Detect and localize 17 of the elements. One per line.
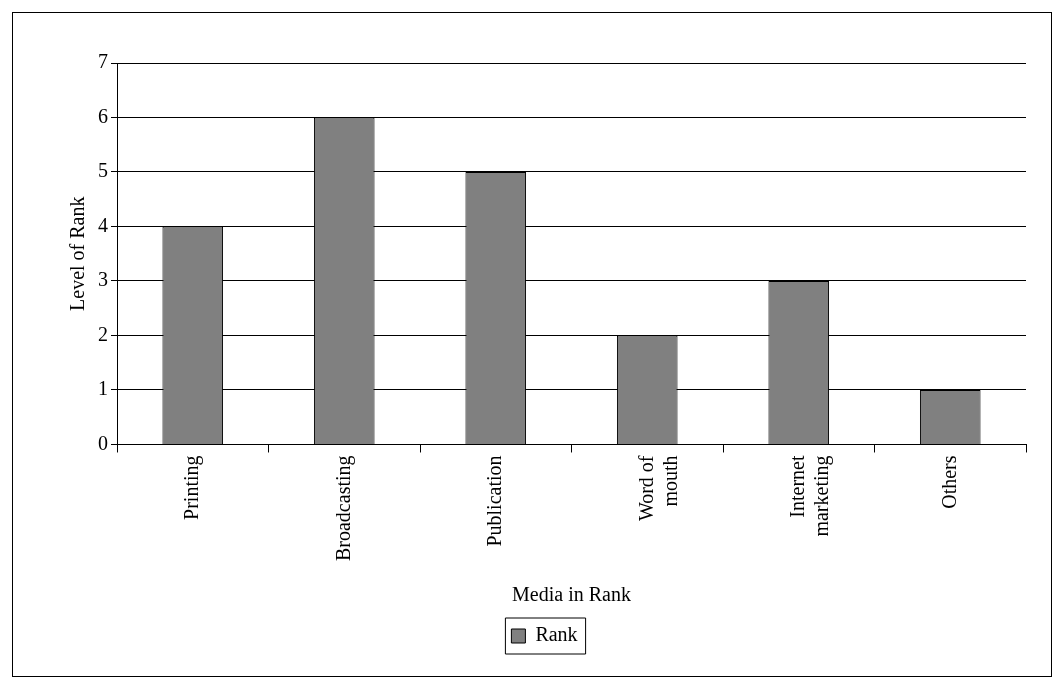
x-axis-title: Media in Rank xyxy=(512,583,631,606)
y-tick-label: 5 xyxy=(98,159,108,182)
x-tick-label: Publication xyxy=(483,455,505,547)
y-axis-title: Level of Rank xyxy=(66,196,89,311)
y-tick-label: 7 xyxy=(98,50,108,73)
y-tick-label: 2 xyxy=(98,322,108,345)
y-tick-label: 1 xyxy=(98,377,108,400)
y-tick-label: 4 xyxy=(98,213,108,236)
x-tick-label: Internet marketing xyxy=(786,455,833,537)
y-tick-label: 6 xyxy=(98,104,108,127)
y-tick-label: 3 xyxy=(98,268,108,291)
x-tick-label: Word of mouth xyxy=(634,455,681,522)
x-tick-label: Printing xyxy=(180,455,203,520)
legend-label: Rank xyxy=(535,623,578,646)
x-tick-label: Others xyxy=(937,455,960,509)
y-tick-label: 0 xyxy=(98,431,108,454)
x-tick-label: Broadcasting xyxy=(331,455,355,561)
